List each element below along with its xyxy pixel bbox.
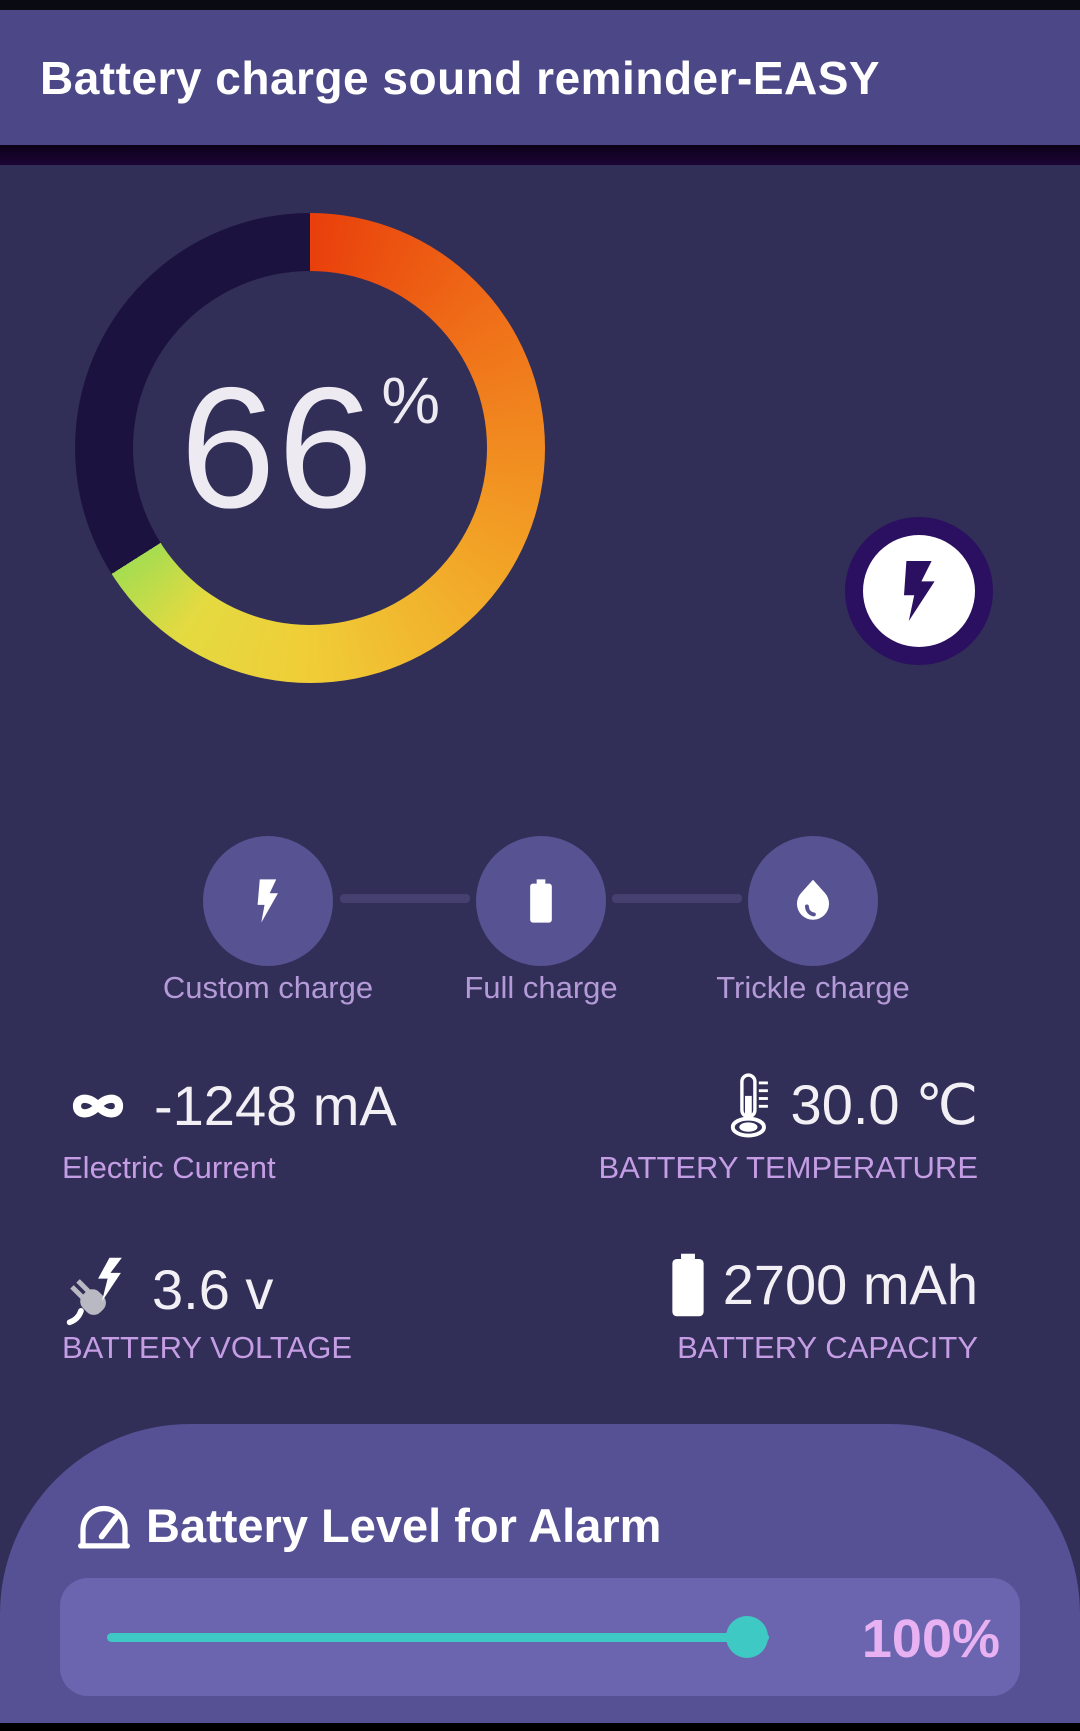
battery-temperature-value: 30.0 ℃ [790,1073,978,1136]
electric-current-value-row: -1248 mA [62,1078,397,1134]
mode-label-full-charge: Full charge [464,970,618,1005]
plug-icon [62,1252,138,1328]
thermometer-icon [725,1072,777,1138]
battery-donut-gauge: 66% [75,213,545,683]
battery-level-slider-thumb[interactable] [726,1616,768,1658]
mode-label-custom-charge: Custom charge [162,970,374,1005]
battery-percent: 66% [133,271,487,625]
charging-badge-inner [863,535,975,647]
bottom-nav-strip [0,1723,1080,1731]
app-bar: Battery charge sound reminder-EASY [0,10,1080,145]
mode-button-custom-charge[interactable] [203,836,333,966]
droplet-icon [787,875,839,927]
battery-voltage-label: BATTERY VOLTAGE [62,1330,352,1365]
appbar-shadow [0,145,1080,165]
battery-capacity-label: BATTERY CAPACITY [677,1330,978,1365]
battery-icon [515,875,567,927]
battery-percent-symbol: % [381,363,440,437]
status-bar [0,0,1080,10]
mode-button-trickle-charge[interactable] [748,836,878,966]
battery-temperature-value-row: 30.0 ℃ [725,1072,978,1138]
infinity-icon [62,1082,140,1130]
battery-percent-number: 66 [179,352,376,544]
battery-voltage-value: 3.6 v [152,1258,274,1321]
mode-label-trickle-charge: Trickle charge [716,970,910,1005]
battery-capacity-value: 2700 mAh [722,1253,978,1316]
electric-current-label: Electric Current [62,1150,276,1185]
alarm-card-title: Battery Level for Alarm [146,1499,662,1552]
charging-status-badge [845,517,993,665]
alarm-level-value: 100% [861,1609,1000,1669]
mode-connector [612,894,742,903]
battery-icon [667,1252,709,1318]
page-title: Battery charge sound reminder-EASY [40,51,881,104]
battery-level-slider-track[interactable] [107,1633,769,1642]
mode-connector [340,894,470,903]
gauge-icon [76,1501,132,1551]
alarm-card-header: Battery Level for Alarm [76,1498,661,1553]
battery-voltage-value-row: 3.6 v [62,1252,273,1328]
electric-current-value: -1248 mA [154,1074,397,1137]
battery-temperature-label: BATTERY TEMPERATURE [598,1150,978,1185]
mode-button-full-charge[interactable] [476,836,606,966]
lightning-icon [883,555,955,627]
lightning-icon [242,875,294,927]
battery-capacity-value-row: 2700 mAh [667,1252,978,1318]
